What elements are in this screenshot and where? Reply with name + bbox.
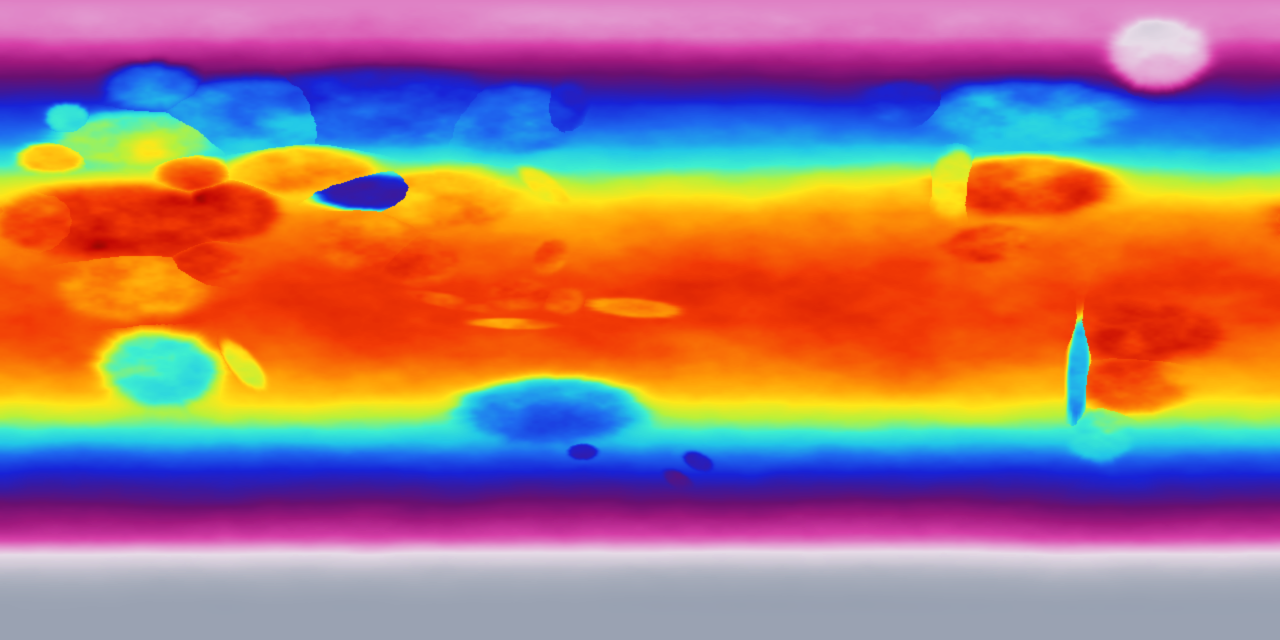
temperature-heatmap-canvas[interactable] (0, 0, 1280, 640)
global-temperature-map[interactable] (0, 0, 1280, 640)
